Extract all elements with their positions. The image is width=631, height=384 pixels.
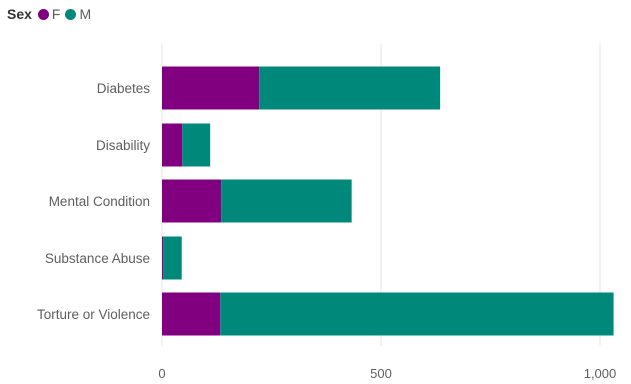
y-tick-label: Disability bbox=[96, 138, 150, 153]
legend-dot-icon bbox=[65, 8, 77, 20]
y-tick-label: Diabetes bbox=[97, 81, 151, 96]
bar-f bbox=[162, 66, 260, 110]
x-tick-label: 500 bbox=[370, 366, 392, 381]
x-tick-label: 1,000 bbox=[584, 366, 617, 381]
legend-title: Sex bbox=[7, 6, 32, 22]
legend-dot-icon bbox=[37, 8, 49, 20]
bar-m bbox=[259, 66, 441, 110]
bar-m bbox=[163, 236, 182, 280]
bar-f bbox=[162, 236, 164, 280]
x-tick-label: 0 bbox=[158, 366, 165, 381]
legend-item-f[interactable]: F bbox=[37, 6, 61, 22]
bar-m bbox=[182, 123, 211, 167]
legend-label: F bbox=[51, 6, 61, 22]
bar-f bbox=[162, 292, 221, 336]
legend: Sex F M bbox=[7, 4, 96, 24]
bar-m bbox=[220, 292, 614, 336]
y-tick-label: Torture or Violence bbox=[37, 307, 150, 322]
legend-label: M bbox=[79, 6, 92, 22]
bar-f bbox=[162, 123, 183, 167]
y-tick-label: Substance Abuse bbox=[45, 251, 150, 266]
bar-m bbox=[221, 179, 352, 223]
legend-item-m[interactable]: M bbox=[65, 6, 91, 22]
y-tick-label: Mental Condition bbox=[49, 194, 150, 209]
bar-f bbox=[162, 179, 222, 223]
